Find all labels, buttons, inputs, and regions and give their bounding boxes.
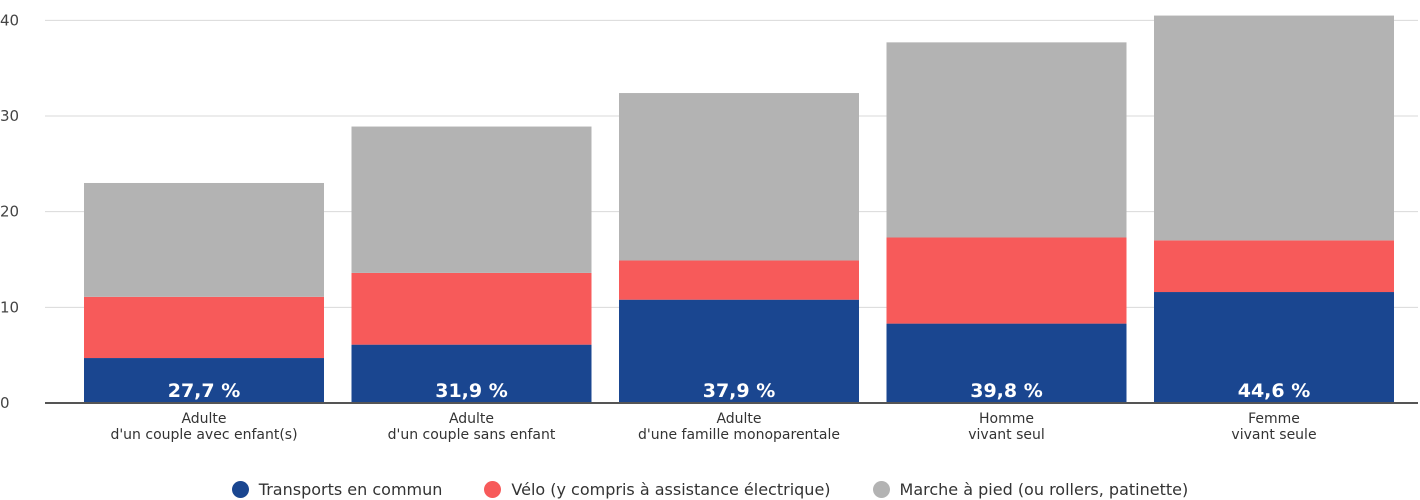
legend-label-marche: Marche à pied (ou rollers, patinette) — [899, 479, 1189, 499]
data-label: 27,7 % — [168, 380, 241, 402]
legend-label-velo: Vélo (y compris à assistance électrique) — [511, 479, 831, 499]
legend-item-transports: Transports en commun — [231, 478, 443, 500]
bar-segment-marche — [1154, 15, 1394, 241]
legend-item-marche: Marche à pied (ou rollers, patinette) — [872, 478, 1189, 500]
legend-marker-marche — [872, 480, 890, 498]
data-label: 31,9 % — [435, 380, 508, 402]
bar-segment-transports — [619, 299, 859, 403]
legend-label-transports: Transports en commun — [258, 479, 443, 499]
x-tick-label: d'un couple sans enfant — [388, 427, 556, 443]
legend-marker-transports — [231, 480, 249, 498]
data-label: 44,6 % — [1238, 380, 1311, 402]
y-tick-label: 30 — [0, 107, 19, 125]
bar-segment-velo — [886, 237, 1127, 324]
bar-segment-marche — [619, 93, 859, 261]
y-tick-label: 0 — [0, 394, 10, 412]
legend-marker-velo — [484, 480, 502, 498]
bar-segment-transports — [351, 344, 592, 403]
x-tick-label: vivant seule — [1231, 427, 1316, 443]
data-label: 39,8 % — [970, 380, 1043, 402]
x-tick-label: Adulte — [181, 411, 226, 427]
bar-segment-velo — [351, 272, 592, 345]
bar-segment-transports — [1154, 292, 1394, 403]
bar-segment-transports — [886, 323, 1127, 403]
x-tick-label: vivant seul — [968, 427, 1045, 443]
bar-segment-velo — [84, 296, 324, 359]
bar-segment-velo — [619, 260, 859, 300]
bar-segment-marche — [351, 126, 592, 273]
x-tick-label: Homme — [979, 411, 1034, 427]
x-tick-label: Femme — [1248, 411, 1300, 427]
legend-item-velo: Vélo (y compris à assistance électrique) — [484, 478, 831, 500]
bar-segment-marche — [886, 42, 1127, 238]
legend: Transports en commun Vélo (y compris à a… — [0, 478, 1420, 500]
bar-segment-velo — [1154, 240, 1394, 293]
data-label: 37,9 % — [703, 380, 776, 402]
y-tick-label: 10 — [0, 298, 19, 316]
y-tick-label: 20 — [0, 203, 19, 221]
bar-segment-marche — [84, 182, 324, 297]
x-tick-label: Adulte — [449, 411, 494, 427]
y-tick-label: 40 — [0, 11, 19, 29]
x-tick-label: Adulte — [716, 411, 761, 427]
bar-segment-transports — [84, 358, 324, 403]
x-tick-label: d'un couple avec enfant(s) — [110, 427, 297, 443]
x-tick-label: d'une famille monoparentale — [638, 427, 840, 443]
